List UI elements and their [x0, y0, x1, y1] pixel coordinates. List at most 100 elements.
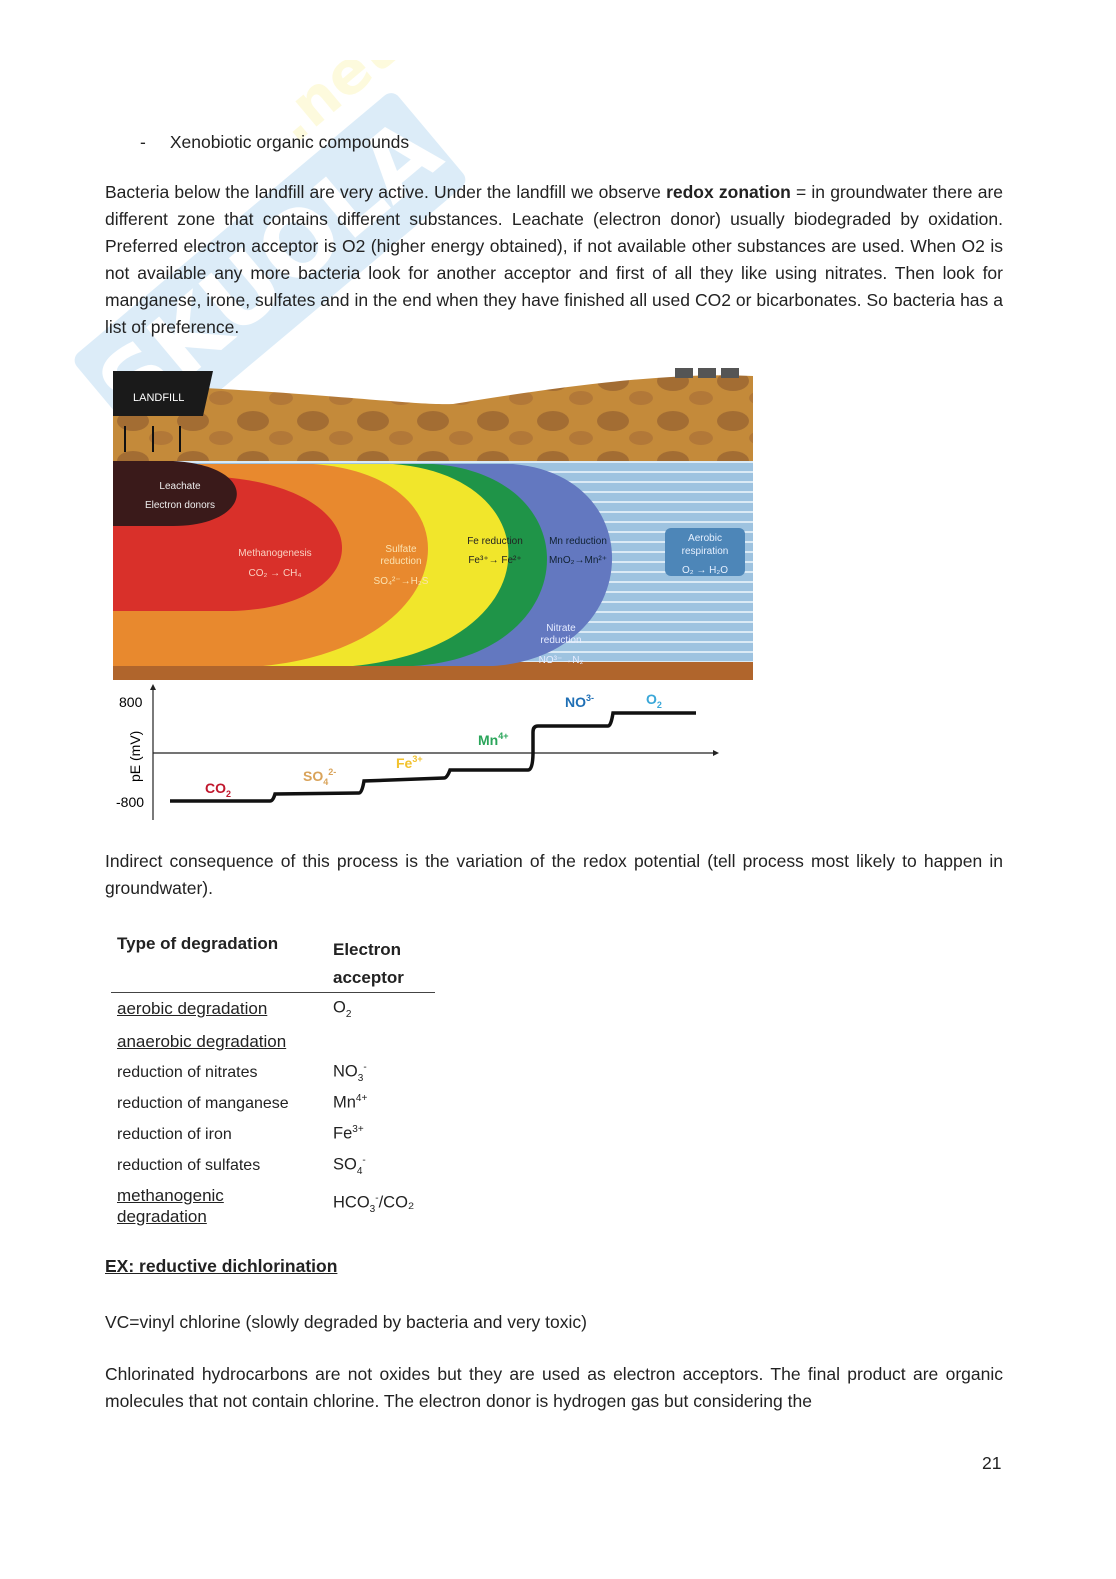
- formula: SO: [333, 1155, 357, 1174]
- electron-acceptor: NO3-: [327, 1058, 435, 1089]
- zone-label: reduction: [380, 556, 421, 567]
- zone-reaction: NO³⁻→N₂: [539, 655, 584, 666]
- step-label-o2: O2: [646, 691, 662, 710]
- aerobic-box: [665, 528, 745, 576]
- ytick-neg800: -800: [116, 794, 144, 810]
- step-text: NO: [565, 694, 586, 710]
- table-row: reduction of sulfates SO4-: [111, 1151, 435, 1182]
- formula: Mn: [333, 1093, 356, 1112]
- step-label-so4: SO42-: [303, 767, 336, 787]
- text: = in groundwater there are different zon…: [105, 182, 1003, 337]
- step-text: SO: [303, 768, 323, 784]
- zone-reaction: CO₂ → CH₄: [249, 568, 302, 579]
- electron-acceptor-table: Type of degradation Electron acceptor ae…: [111, 934, 435, 1227]
- formula: NO: [333, 1062, 358, 1081]
- step-label-no3: NO3-: [565, 693, 594, 710]
- step-text: CO: [205, 780, 226, 796]
- header-acceptor: Electron acceptor: [333, 940, 404, 987]
- bullet-marker: -: [140, 132, 146, 152]
- electron-acceptor: [327, 1026, 435, 1058]
- formula-tail: /CO₂: [378, 1193, 415, 1212]
- table-row: aerobic degradation O2: [111, 993, 435, 1026]
- landfill-body: [113, 371, 213, 416]
- step-sup: 3+: [412, 754, 422, 764]
- table-header-row: Type of degradation Electron acceptor: [111, 934, 435, 993]
- step-label-co2: CO2: [205, 780, 231, 799]
- zone-label: Sulfate: [385, 544, 417, 555]
- redox-zonation-diagram: LANDFILL Leachate Electron donors Methan…: [113, 368, 753, 680]
- table-row: methanogenic degradation HCO3-/CO₂: [111, 1182, 435, 1227]
- step-sup: 2-: [328, 767, 336, 777]
- zone-reaction: SO₄²⁻→H₂S: [374, 576, 429, 587]
- electron-acceptor: Mn4+: [327, 1089, 435, 1120]
- paragraph-redox-potential: Indirect consequence of this process is …: [105, 851, 1003, 898]
- electron-acceptor: HCO3-/CO₂: [327, 1182, 435, 1227]
- formula-sup: -: [362, 1155, 366, 1167]
- formula-sub: 3: [357, 1072, 364, 1084]
- degradation-type: reduction of nitrates: [117, 1064, 258, 1081]
- zone-reaction: MnO₂→Mn²⁺: [549, 555, 607, 566]
- step-text: Mn: [478, 732, 498, 748]
- zone-label: Mn reduction: [549, 536, 607, 547]
- degradation-type: reduction of sulfates: [117, 1157, 261, 1174]
- step-labels: CO2 SO42- Fe3+ Mn4+ NO3- O2: [205, 691, 662, 799]
- step-sub: 2: [657, 700, 662, 710]
- step-sup: 4+: [498, 731, 508, 741]
- step-sub: 4: [323, 777, 328, 787]
- zone-label: reduction: [540, 635, 581, 646]
- degradation-type: anaerobic degradation: [117, 1031, 287, 1051]
- formula: O: [333, 998, 346, 1017]
- bedrock: [113, 662, 753, 680]
- ytick-800: 800: [119, 694, 143, 710]
- zone-label: Nitrate: [546, 623, 576, 634]
- redox-potential-chart: 800 -800 pE (mV) CO2 SO42- Fe3+ Mn4+ NO3…: [116, 684, 719, 820]
- formula: HCO: [333, 1193, 370, 1212]
- y-axis-label: pE (mV): [127, 731, 143, 782]
- landfill-label: LANDFILL: [133, 392, 184, 404]
- step-text: O: [646, 691, 657, 707]
- table-row: reduction of iron Fe3+: [111, 1120, 435, 1151]
- redox-step-line: [170, 711, 696, 803]
- formula-sup: 3+: [352, 1124, 364, 1136]
- electron-acceptor: Fe3+: [327, 1120, 435, 1151]
- degradation-type: methanogenic degradation: [117, 1185, 224, 1226]
- arrows-down-icon: [124, 426, 181, 452]
- zone-label: respiration: [682, 546, 729, 557]
- degradation-type: aerobic degradation: [117, 999, 268, 1019]
- table-row: reduction of nitrates NO3-: [111, 1058, 435, 1089]
- formula: Fe: [333, 1124, 353, 1143]
- formula-sub: 4: [356, 1165, 363, 1177]
- zone-reaction: Fe³⁺→ Fe²⁺: [468, 555, 521, 566]
- step-label-fe: Fe3+: [396, 754, 423, 771]
- text: Bacteria below the landfill are very act…: [105, 182, 667, 202]
- leachate-sublabel: Electron donors: [145, 500, 215, 511]
- zone-reaction: O₂ → H₂O: [682, 565, 728, 576]
- electron-acceptor: SO4-: [327, 1151, 435, 1182]
- soil-layer: [113, 375, 753, 476]
- table-row: anaerobic degradation: [111, 1026, 435, 1058]
- step-sup: 3-: [586, 693, 594, 703]
- electron-acceptor: O2: [327, 993, 435, 1026]
- paragraph-chlorinated: Chlorinated hydrocarbons are not oxides …: [105, 1364, 1003, 1411]
- x-axis-arrow-icon: [713, 750, 719, 756]
- y-axis-arrow-icon: [150, 684, 156, 690]
- page-number: 21: [982, 1453, 1002, 1473]
- bullet-text: Xenobiotic organic compounds: [169, 132, 410, 152]
- paragraph-redox: Bacteria below the landfill are very act…: [105, 179, 1003, 341]
- trees-icon: [675, 368, 739, 378]
- table-row: reduction of manganese Mn4+: [111, 1089, 435, 1120]
- formula-sup: 4+: [355, 1093, 368, 1105]
- formula-sub: 3: [369, 1203, 376, 1215]
- formula-sub: 2: [345, 1009, 352, 1021]
- degradation-type: reduction of iron: [117, 1126, 232, 1143]
- example-heading: EX: reductive dichlorination: [105, 1256, 338, 1276]
- zone-label: Methanogenesis: [238, 548, 311, 559]
- header-type: Type of degradation: [117, 934, 279, 953]
- zone-label: Aerobic: [688, 533, 722, 544]
- step-sub: 2: [226, 789, 231, 799]
- step-label-mn: Mn4+: [478, 731, 508, 748]
- paragraph-vc: VC=vinyl chlorine (slowly degraded by ba…: [105, 1312, 587, 1332]
- formula-sup: -: [375, 1193, 379, 1205]
- bullet-item: - Xenobiotic organic compounds: [140, 132, 433, 153]
- leachate-label: Leachate: [159, 481, 201, 492]
